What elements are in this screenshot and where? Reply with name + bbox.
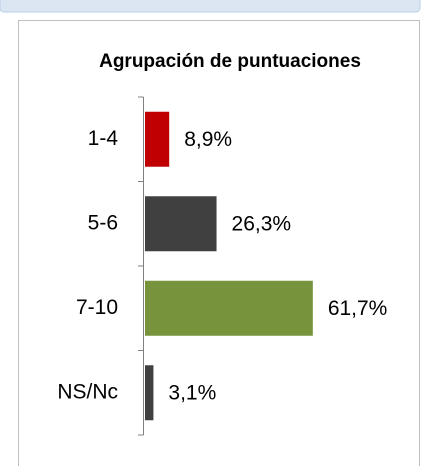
chart-panel [18, 20, 420, 466]
category-label: NS/Nc [57, 380, 118, 403]
bar [145, 280, 313, 336]
category-label: 1-4 [88, 127, 119, 150]
bar [145, 196, 217, 252]
category-label: 7-10 [76, 296, 118, 319]
top-strip [0, 0, 421, 13]
value-label: 26,3% [232, 212, 292, 235]
value-label: 3,1% [168, 381, 216, 404]
value-label: 8,9% [184, 128, 232, 151]
category-label: 5-6 [88, 211, 118, 234]
value-label: 61,7% [328, 297, 388, 320]
chart-title: Agrupación de puntuaciones [99, 51, 361, 72]
bar [145, 365, 154, 421]
bar [145, 111, 170, 167]
